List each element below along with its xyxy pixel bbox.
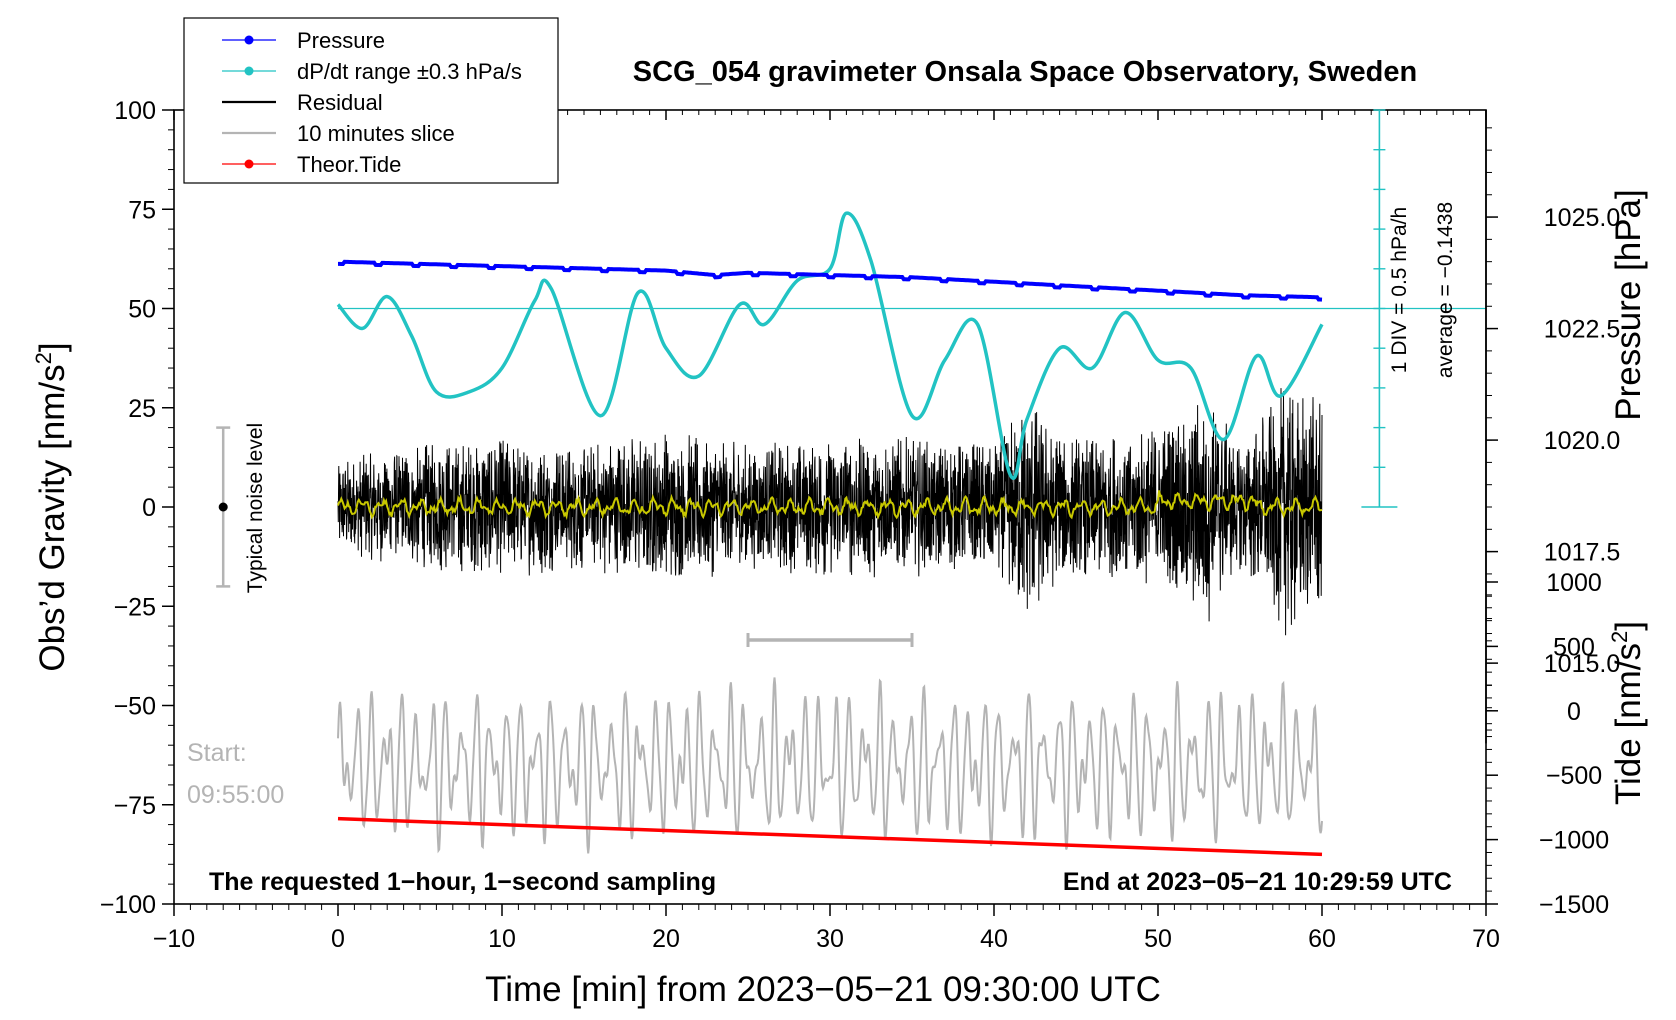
y-tick-label: −100 — [100, 891, 156, 919]
y-tick-label: 100 — [114, 97, 156, 125]
chart-title: SCG_054 gravimeter Onsala Space Observat… — [633, 56, 1417, 88]
legend-swatch-marker — [244, 66, 254, 76]
pressure-axis-title: Pressure [hPa] — [1609, 189, 1648, 421]
left-axis-title: Obs’d Gravity [nm/s2] — [31, 342, 72, 671]
y-tick-label: 25 — [128, 395, 156, 423]
tide-axis-title: Tide [nm/s2] — [1607, 621, 1648, 805]
pressure-tick-label: 1015.0 — [1544, 650, 1620, 678]
legend-swatch-marker — [244, 35, 254, 45]
y-tick-label: −25 — [114, 593, 156, 621]
tide-axis-title-end: ] — [1609, 621, 1648, 631]
dpdt-average-label: average = −0.1438 — [1434, 202, 1457, 378]
pressure-tick-label: 1020.0 — [1544, 427, 1620, 455]
legend-label: Pressure — [297, 28, 385, 53]
series-dpdt — [336, 211, 1324, 480]
legend-swatch-marker — [244, 159, 254, 169]
typical-noise-marker — [216, 426, 231, 588]
right-pressure-axis: 1025.0 1022.5 1020.0 1017.5 1015.0 — [1485, 110, 1620, 744]
x-tick-label: 20 — [652, 925, 680, 953]
legend-label: 10 minutes slice — [297, 121, 455, 146]
start-time-label: 09:55:00 — [187, 781, 284, 809]
left-axis-title-sup: 2 — [31, 352, 56, 364]
y-tick-label: 0 — [142, 494, 156, 522]
y-tick-label: 50 — [128, 296, 156, 324]
left-axis-title-end: ] — [33, 342, 72, 352]
legend-label: Residual — [297, 90, 383, 115]
x-tick-label: 50 — [1144, 925, 1172, 953]
y-tick-label: 75 — [128, 196, 156, 224]
dpdt-div-label: 1 DIV = 0.5 hPa/h — [1388, 207, 1411, 373]
left-gravity-axis: 100 75 50 25 0 −25 −50 −75 −100 — [100, 97, 174, 919]
legend: Pressure dP/dt range ±0.3 hPa/s Residual 10… — [183, 17, 559, 184]
y-tick-label: −50 — [114, 693, 156, 721]
slice-window-marker — [746, 632, 914, 647]
series-10-minutes-slice — [337, 677, 1323, 854]
left-axis-title-text: Obs’d Gravity [nm/s — [33, 364, 72, 671]
series-pressure — [338, 259, 1323, 302]
x-tick-label: −10 — [153, 925, 195, 953]
tide-axis-title-text: Tide [nm/s — [1609, 643, 1648, 805]
tide-tick-label: −1000 — [1539, 827, 1609, 855]
tide-tick-label: 500 — [1553, 633, 1595, 661]
series-residual — [337, 388, 1323, 636]
series-smoothed-residual — [337, 490, 1323, 521]
tide-tick-label: 1000 — [1546, 569, 1602, 597]
pressure-tick-label: 1025.0 — [1544, 204, 1620, 232]
legend-label: dP/dt range ±0.3 hPa/s — [297, 59, 522, 84]
noise-level-label: Typical noise level — [244, 423, 267, 593]
tide-axis-title-sup: 2 — [1607, 631, 1632, 643]
x-tick-label: 0 — [331, 925, 345, 953]
series-layer — [336, 211, 1486, 857]
end-time-note: End at 2023−05−21 10:29:59 UTC — [1063, 868, 1452, 896]
tide-tick-label: −500 — [1546, 762, 1602, 790]
y-tick-label: −75 — [114, 792, 156, 820]
series-theor-tide — [337, 816, 1323, 857]
x-axis: −10 0 10 20 30 40 50 60 70 — [153, 110, 1500, 953]
x-tick-label: 60 — [1308, 925, 1336, 953]
noise-center-dot — [218, 502, 228, 512]
tide-tick-label: −1500 — [1539, 891, 1609, 919]
x-tick-label: 40 — [980, 925, 1008, 953]
x-tick-label: 10 — [488, 925, 516, 953]
legend-entries: Pressure dP/dt range ±0.3 hPa/s Residual 10… — [222, 28, 522, 177]
x-tick-label: 30 — [816, 925, 844, 953]
legend-box — [183, 17, 559, 184]
x-tick-label: 70 — [1472, 925, 1500, 953]
legend-label: Theor.Tide — [297, 152, 401, 177]
tide-tick-label: 0 — [1567, 698, 1581, 726]
pressure-tick-label: 1022.5 — [1544, 316, 1620, 344]
start-label: Start: — [187, 739, 247, 767]
pressure-tick-label: 1017.5 — [1544, 539, 1620, 567]
right-tide-axis: 1000 500 0 −500 −1000 −1500 — [1486, 569, 1609, 919]
sampling-note: The requested 1−hour, 1−second sampling — [209, 868, 716, 896]
dpdt-scale-bar — [1361, 109, 1398, 508]
x-axis-title: Time [min] from 2023−05−21 09:30:00 UTC — [485, 970, 1161, 1009]
